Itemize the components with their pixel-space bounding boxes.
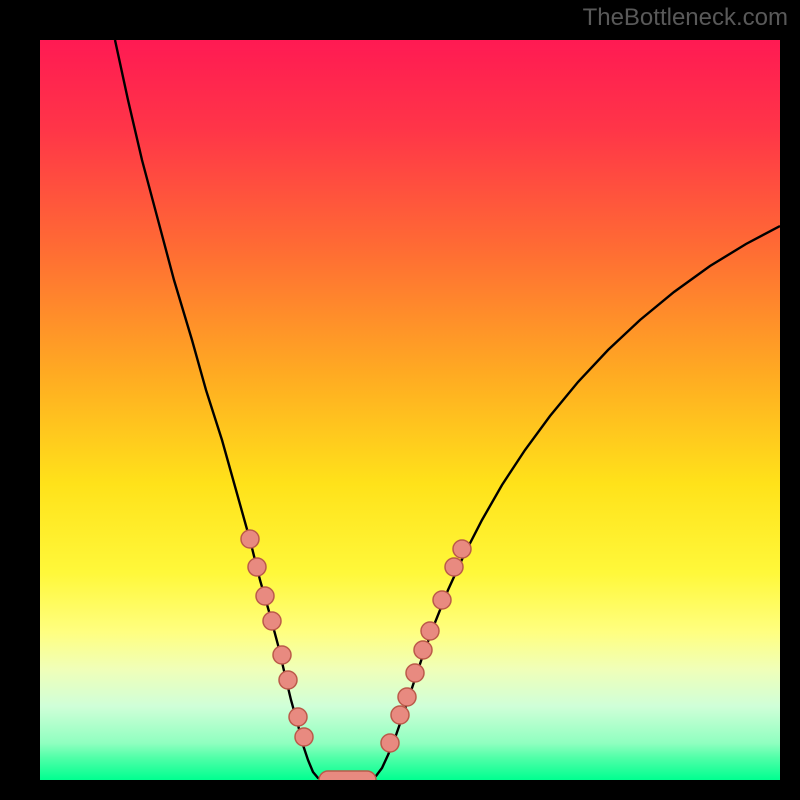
data-marker — [414, 641, 432, 659]
data-marker — [445, 558, 463, 576]
data-marker — [289, 708, 307, 726]
data-marker — [398, 688, 416, 706]
data-marker — [381, 734, 399, 752]
data-marker — [421, 622, 439, 640]
data-marker — [406, 664, 424, 682]
data-marker — [248, 558, 266, 576]
data-marker — [256, 587, 274, 605]
data-marker — [295, 728, 313, 746]
plot-area — [40, 40, 780, 789]
data-marker — [433, 591, 451, 609]
bottleneck-chart — [0, 0, 800, 800]
data-marker — [263, 612, 281, 630]
data-marker — [453, 540, 471, 558]
data-marker — [279, 671, 297, 689]
data-marker — [391, 706, 409, 724]
data-marker — [273, 646, 291, 664]
watermark-text: TheBottleneck.com — [583, 4, 788, 32]
data-marker — [241, 530, 259, 548]
chart-container: TheBottleneck.com — [0, 0, 800, 800]
